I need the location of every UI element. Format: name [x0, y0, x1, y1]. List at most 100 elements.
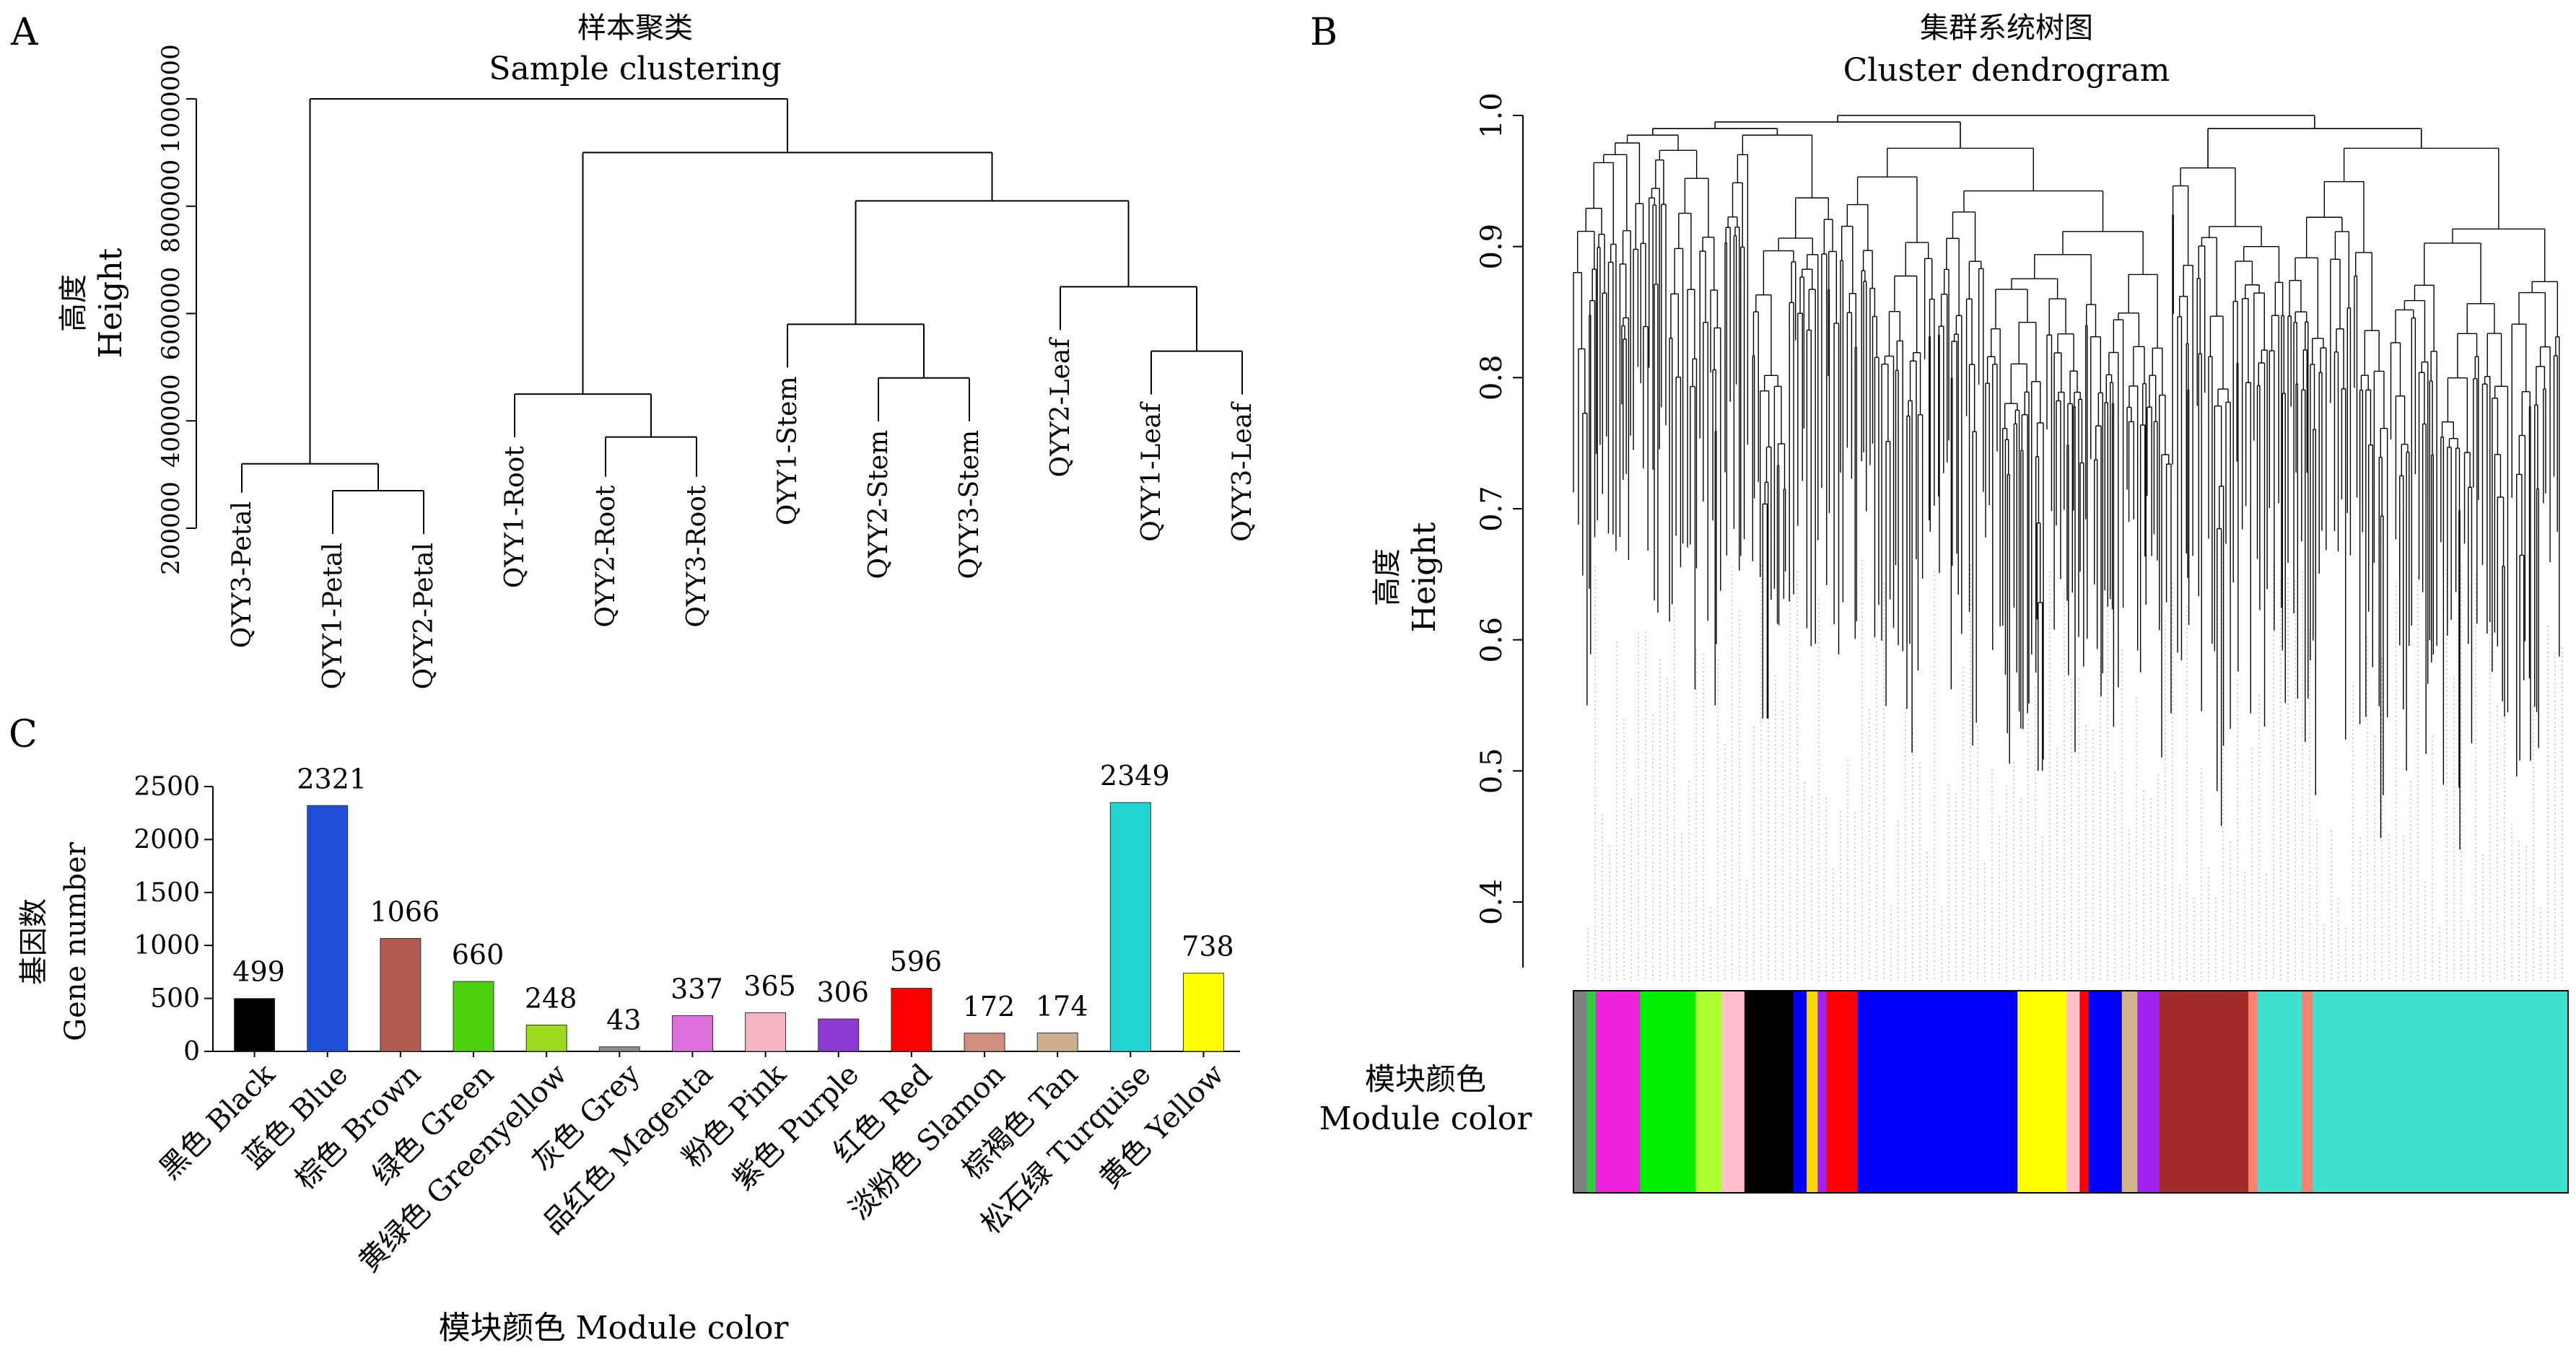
module-color-yellow	[2017, 991, 2067, 1193]
bar-value-label: 1066	[370, 896, 440, 928]
y-tick-label: 0.7	[1475, 486, 1509, 532]
module-color-green	[1586, 991, 1597, 1193]
panel-a-ylabel-cn: 高度	[57, 274, 90, 332]
panel-a-y-axis: 200000 400000 600000 800000 1000000	[157, 44, 197, 575]
module-color-purple	[1817, 991, 1828, 1193]
panel-a-letter: A	[10, 11, 39, 54]
panel-b-title-cn: 集群系统树图	[1920, 12, 2093, 45]
module-color-red	[1826, 991, 1859, 1193]
module-color-blue	[2088, 991, 2123, 1193]
panel-b-dendrogram	[1573, 115, 2560, 850]
bar	[964, 1033, 1005, 1052]
module-color-tan	[2121, 991, 2138, 1193]
panel-c-bar-value-labels: 499 2321 1066 660 248 43 337 365 306 596 172 174 234…	[232, 760, 1234, 1036]
module-color-pink	[2066, 991, 2080, 1193]
y-tick-label: 1000	[134, 931, 200, 960]
y-tick-label: 0	[183, 1037, 200, 1067]
panel-c-letter: C	[9, 713, 38, 756]
y-tick-label: 800000	[157, 159, 185, 253]
bar-value-label: 2349	[1100, 760, 1170, 792]
y-tick-label: 2000	[134, 825, 200, 854]
bar	[234, 998, 276, 1052]
leaf-label: QYY1-Petal	[318, 543, 348, 689]
leaf-label: QYY3-Leaf	[1228, 401, 1257, 542]
panel-c-bars	[234, 802, 1224, 1052]
leaf-label: QYY1-Leaf	[1137, 401, 1166, 542]
leaf-label: QYY2-Stem	[864, 430, 894, 579]
bar	[307, 805, 349, 1052]
y-tick-label: 200000	[157, 481, 185, 575]
module-color-turquoise	[2257, 991, 2302, 1193]
module-color-greenyellow	[1695, 991, 1723, 1193]
bar	[380, 938, 422, 1052]
panel-a-title-en: Sample clustering	[489, 51, 781, 87]
leaf-label: QYY2-Leaf	[1046, 337, 1075, 478]
module-color-purple	[2137, 991, 2160, 1193]
module-color-salmon	[2301, 991, 2313, 1193]
panel-b-leaf-guides	[1587, 536, 2563, 981]
bar	[525, 1025, 567, 1052]
bar	[453, 981, 494, 1052]
module-color-magenta	[1595, 991, 1641, 1193]
bar-value-label: 248	[525, 983, 577, 1015]
y-tick-label: 1500	[134, 878, 200, 908]
bar-value-label: 2321	[297, 763, 367, 794]
panel-b-y-axis: 0.4 0.5 0.6 0.7 0.8 0.9 1.0	[1475, 92, 1524, 968]
bar-value-label: 596	[890, 946, 943, 978]
bar-value-label: 738	[1182, 931, 1234, 963]
bar-value-label: 365	[743, 970, 796, 1002]
bar	[1109, 802, 1151, 1052]
bar-value-label: 43	[606, 1004, 641, 1036]
panel-b-colorbar-label-en: Module color	[1319, 1100, 1533, 1137]
leaf-label: QYY1-Stem	[773, 376, 803, 525]
panel-c-axes: 0 500 1000 1500 2000 2500	[134, 772, 1240, 1067]
module-color-pink	[1722, 991, 1745, 1193]
bar-value-label: 174	[1036, 990, 1088, 1022]
module-color-grey	[1573, 991, 1587, 1193]
y-tick-label: 500	[150, 984, 200, 1014]
module-color-turquoise	[2313, 991, 2569, 1193]
module-color-blue	[1793, 991, 1807, 1193]
panel-a-leaf-labels: QYY3-Petal QYY1-Petal QYY2-Petal QYY1-Root Q…	[227, 337, 1257, 690]
bar	[1036, 1032, 1078, 1052]
y-tick-label: 0.5	[1475, 748, 1509, 794]
bar	[671, 1015, 713, 1052]
module-color-black	[1744, 991, 1794, 1193]
bar-value-label: 499	[232, 956, 285, 988]
panel-b: B 集群系统树图 Cluster dendrogram 高度 Height 0.…	[1310, 11, 2569, 1194]
bar	[598, 1046, 640, 1052]
bar-value-label: 660	[452, 939, 505, 971]
module-color-salmon	[2248, 991, 2258, 1193]
module-color-yellow	[1806, 991, 1818, 1193]
panel-b-module-colorbar	[1573, 990, 2569, 1194]
bar-value-label: 337	[671, 973, 723, 1005]
y-tick-label: 400000	[157, 374, 185, 468]
bar-value-label: 306	[816, 976, 869, 1008]
panel-a-title-cn: 样本聚类	[577, 12, 693, 45]
panel-b-ylabel-cn: 高度	[1371, 548, 1404, 606]
y-tick-label: 2500	[134, 772, 200, 802]
leaf-label: QYY1-Root	[500, 446, 530, 589]
y-tick-label: 0.4	[1475, 879, 1509, 925]
bar	[891, 988, 933, 1052]
colorbar-frame	[1573, 990, 2569, 1194]
y-tick-label: 0.8	[1475, 355, 1509, 401]
bar	[1182, 973, 1224, 1052]
y-tick-label: 1000000	[157, 44, 185, 153]
panel-b-letter: B	[1310, 11, 1337, 54]
leaf-label: QYY3-Petal	[227, 502, 257, 648]
panel-a-ylabel-en: Height	[92, 248, 129, 358]
leaf-label: QYY2-Root	[591, 485, 621, 628]
y-tick-label: 1.0	[1475, 92, 1509, 139]
panel-b-ylabel-en: Height	[1406, 522, 1443, 632]
leaf-label: QYY3-Stem	[955, 430, 984, 579]
panel-c-ylabel-en: Gene number	[59, 841, 92, 1041]
panel-b-colorbar-label-cn: 模块颜色	[1365, 1061, 1486, 1097]
y-tick-label: 0.6	[1475, 617, 1509, 663]
y-tick-label: 600000	[157, 267, 185, 361]
panel-a: A 样本聚类 Sample clustering 高度 Height 20000…	[10, 11, 1257, 689]
bar	[818, 1018, 860, 1052]
y-tick-label: 0.9	[1475, 224, 1509, 270]
